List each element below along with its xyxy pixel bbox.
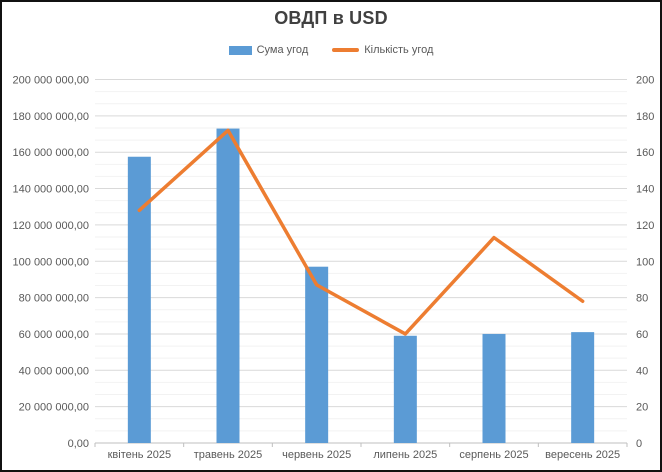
y-axis-label-right: 140: [636, 184, 654, 196]
legend-label-line: Кількість угод: [364, 44, 434, 56]
y-axis-label-left: 40 000 000,00: [19, 365, 89, 377]
y-axis-label-left: 80 000 000,00: [19, 293, 89, 305]
legend-item-line[interactable]: Кількість угод: [332, 44, 433, 56]
x-axis-label: травень 2025: [194, 449, 262, 461]
x-axis-label: квітень 2025: [108, 449, 171, 461]
trend-line[interactable]: [137, 128, 585, 336]
y-axis-label-left: 160 000 000,00: [13, 147, 89, 159]
x-axis-label: липень 2025: [373, 449, 437, 461]
bar-липень 2025[interactable]: [393, 335, 417, 443]
legend-item-bars[interactable]: Сума угод: [228, 44, 309, 56]
y-axis-label-right: 80: [636, 293, 648, 305]
y-axis-label-left: 180 000 000,00: [13, 111, 89, 123]
y-axis-label-left: 0,00: [68, 438, 89, 450]
line-series-swatch: [332, 48, 360, 52]
y-axis-label-right: 160: [636, 147, 654, 159]
legend: Сума угод Кількість угод: [2, 44, 660, 56]
y-axis-label-right: 200: [636, 75, 654, 87]
y-axis-label-right: 40: [636, 365, 648, 377]
y-axis-label-right: 120: [636, 220, 654, 232]
bar-травень 2025[interactable]: [216, 128, 240, 443]
bar-вересень 2025[interactable]: [571, 332, 595, 443]
y-axis-label-left: 120 000 000,00: [13, 220, 89, 232]
legend-label-bars: Сума угод: [256, 44, 309, 56]
y-axis-label-right: 0: [636, 438, 642, 450]
bar-червень 2025[interactable]: [305, 266, 329, 443]
bar-серпень 2025[interactable]: [482, 333, 506, 443]
x-axis-label: серпень 2025: [459, 449, 528, 461]
bar-series-swatch: [228, 45, 252, 55]
y-axis-label-left: 20 000 000,00: [19, 402, 89, 414]
y-axis-label-right: 100: [636, 256, 654, 268]
y-axis-label-left: 60 000 000,00: [19, 329, 89, 341]
y-axis-label-left: 100 000 000,00: [13, 256, 89, 268]
x-axis-label: вересень 2025: [545, 449, 620, 461]
bar-квітень 2025[interactable]: [127, 156, 151, 443]
chart-title: ОВДП в USD: [274, 8, 388, 28]
x-axis-label: червень 2025: [282, 449, 351, 461]
y-axis-label-right: 20: [636, 402, 648, 414]
y-axis-label-left: 140 000 000,00: [13, 184, 89, 196]
y-axis-label-right: 60: [636, 329, 648, 341]
y-axis-label-left: 200 000 000,00: [13, 75, 89, 87]
y-axis-label-right: 180: [636, 111, 654, 123]
